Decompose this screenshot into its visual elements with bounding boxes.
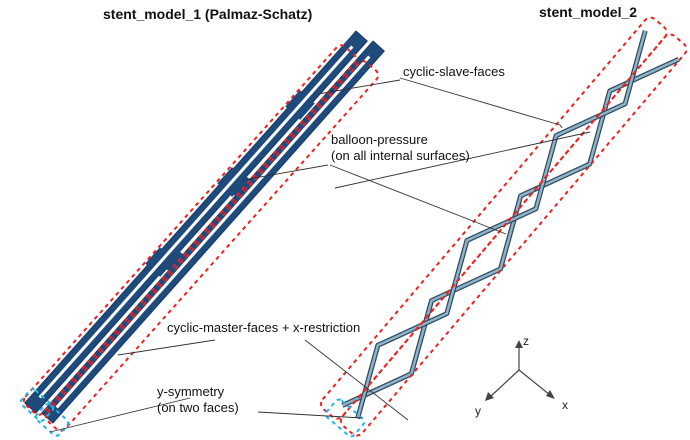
label-y-symmetry-note: (on two faces) bbox=[157, 400, 239, 415]
label-y-symmetry: y-symmetry bbox=[157, 384, 225, 399]
stent-model-2 bbox=[320, 16, 688, 438]
red-box bbox=[339, 33, 688, 437]
red-box-outer bbox=[22, 44, 358, 416]
blue-box bbox=[19, 388, 55, 422]
leader-line bbox=[304, 339, 409, 421]
leader-line bbox=[329, 164, 507, 235]
axis-triad bbox=[485, 340, 555, 401]
label-balloon-pressure-note: (on all internal surfaces) bbox=[331, 148, 470, 163]
leader-line bbox=[334, 131, 591, 189]
leader-line bbox=[317, 79, 401, 95]
stent-slot bbox=[38, 45, 354, 399]
stent-model-1 bbox=[19, 30, 385, 437]
axis-label-y: y bbox=[475, 404, 481, 418]
axis-label-z: z bbox=[523, 334, 529, 348]
stent-strut bbox=[356, 30, 647, 419]
axis-label-x: x bbox=[562, 398, 568, 412]
blue-box bbox=[34, 403, 70, 437]
red-box-inner bbox=[44, 60, 380, 432]
title-model-2: stent_model_2 bbox=[539, 4, 638, 20]
label-balloon-pressure: balloon-pressure bbox=[331, 132, 428, 147]
red-box bbox=[320, 16, 668, 420]
leader-line bbox=[117, 339, 216, 356]
leader-lines bbox=[49, 77, 591, 433]
label-cyclic-master-faces: cyclic-master-faces + x-restriction bbox=[167, 320, 361, 335]
leader-line bbox=[399, 77, 561, 126]
title-model-1: stent_model_1 (Palmaz-Schatz) bbox=[103, 6, 313, 22]
leader-line bbox=[559, 124, 563, 129]
stent-slot bbox=[55, 55, 371, 409]
blue-box bbox=[324, 398, 366, 438]
leader-line bbox=[257, 411, 363, 419]
stent-strut bbox=[341, 58, 680, 407]
leader-line bbox=[49, 397, 191, 433]
label-cyclic-slave-faces: cyclic-slave-faces bbox=[403, 64, 505, 79]
stent-link bbox=[160, 247, 190, 277]
leader-line bbox=[242, 164, 329, 181]
